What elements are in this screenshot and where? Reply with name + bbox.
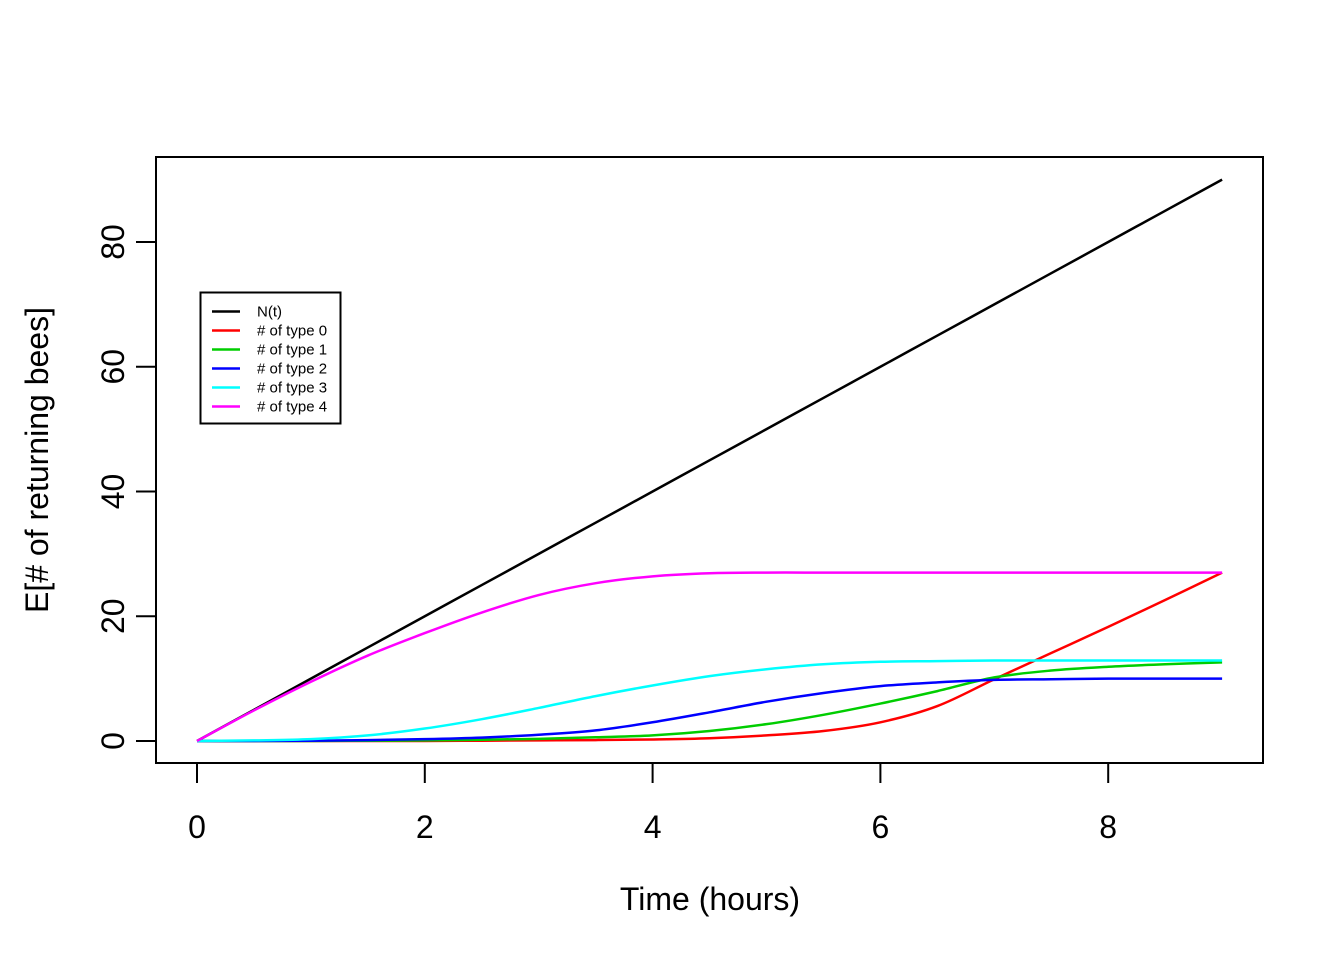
x-axis-ticks: 0 2 4 6 8 bbox=[188, 763, 1117, 845]
y-tick-label-0: 0 bbox=[95, 732, 131, 750]
series-line-3 bbox=[196, 677, 1223, 743]
series-line-5 bbox=[196, 571, 1223, 743]
y-tick-label-4: 80 bbox=[95, 224, 131, 260]
legend-label-1: # of type 0 bbox=[257, 323, 327, 340]
y-axis-title: E[# of returning bees] bbox=[19, 307, 55, 613]
legend-label-0: N(t) bbox=[257, 304, 282, 321]
legend-box bbox=[199, 291, 342, 425]
series-line-0 bbox=[196, 178, 1223, 743]
y-tick-label-2: 40 bbox=[95, 474, 131, 510]
x-axis-title: Time (hours) bbox=[620, 881, 800, 917]
legend-label-4: # of type 3 bbox=[257, 380, 327, 397]
y-tick-label-3: 60 bbox=[95, 349, 131, 385]
x-tick-label-4: 8 bbox=[1099, 809, 1117, 845]
legend: N(t) # of type 0 # of type 1 # of type 2 # o… bbox=[199, 291, 342, 425]
y-axis-ticks: 0 20 40 60 80 bbox=[95, 224, 156, 750]
legend-label-5: # of type 4 bbox=[257, 399, 327, 416]
legend-label-2: # of type 1 bbox=[257, 342, 327, 359]
x-tick-label-0: 0 bbox=[188, 809, 206, 845]
series-line-2 bbox=[197, 661, 1223, 743]
y-tick-label-1: 20 bbox=[95, 598, 131, 634]
plot-border bbox=[155, 156, 1264, 764]
x-tick-label-2: 4 bbox=[644, 809, 662, 845]
series-curves bbox=[196, 178, 1223, 743]
series-line-4 bbox=[196, 659, 1223, 743]
x-tick-label-1: 2 bbox=[416, 809, 434, 845]
legend-label-3: # of type 2 bbox=[257, 361, 327, 378]
x-tick-label-3: 6 bbox=[872, 809, 890, 845]
